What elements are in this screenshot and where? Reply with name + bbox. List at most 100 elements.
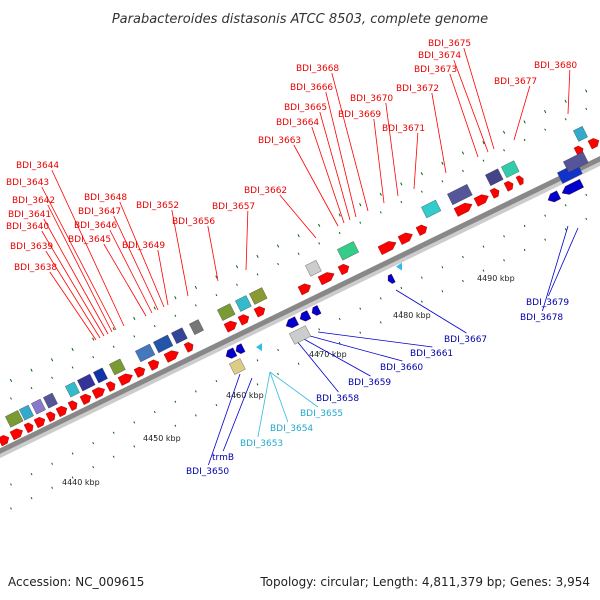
gene-label-bdi_3661: BDI_3661 <box>410 349 453 359</box>
gene-label-bdi_3646: BDI_3646 <box>74 221 117 231</box>
leader-line <box>293 144 339 227</box>
dotted-guide-3 <box>0 210 600 516</box>
gene-arrow-19 <box>317 272 335 286</box>
gene-arrow-r2 <box>285 316 299 329</box>
leader-line <box>385 102 399 197</box>
gene-block-12 <box>217 303 236 321</box>
leader-line <box>295 339 339 393</box>
tick-label: 4490 kbp <box>477 274 515 283</box>
dotted-guide-lines <box>0 82 600 516</box>
gene-block-10 <box>171 327 188 344</box>
gene-block-13 <box>235 295 252 312</box>
gene-label-bdi_3640: BDI_3640 <box>6 222 49 232</box>
gene-label-bdi_3665: BDI_3665 <box>284 103 327 113</box>
leader-line <box>41 230 105 337</box>
gene-label-bdi_3650: BDI_3650 <box>186 467 229 477</box>
gene-arrow-0 <box>0 435 10 447</box>
gene-arrow-r7 <box>387 273 396 284</box>
tick-label: 4470 kbp <box>309 350 347 359</box>
leader-line <box>171 209 189 297</box>
leader-line <box>51 169 125 327</box>
gene-arrow-7 <box>79 393 92 405</box>
gene-arrow-25 <box>473 194 489 207</box>
gene-block-7 <box>109 358 126 376</box>
gene-block-0 <box>5 410 24 428</box>
leader-line <box>373 118 385 204</box>
gene-label-trmb: trmB <box>212 453 234 463</box>
gene-arrow-22 <box>397 232 413 245</box>
leader-line <box>413 132 419 190</box>
gene-block-21 <box>573 126 588 142</box>
gene-block-9 <box>153 334 174 354</box>
gene-block-6 <box>93 367 108 384</box>
leader-line <box>542 225 569 312</box>
gene-arrow-r3 <box>299 310 312 322</box>
leader-line <box>43 218 109 335</box>
gene-label-bdi_3669: BDI_3669 <box>338 110 381 120</box>
gene-label-bdi_3643: BDI_3643 <box>6 178 49 188</box>
tick-label: 4440 kbp <box>62 478 100 487</box>
gene-label-bdi_3666: BDI_3666 <box>290 83 333 93</box>
gene-features <box>0 126 600 447</box>
gene-label-bdi_3677: BDI_3677 <box>494 77 537 87</box>
gene-label-bdi_3657: BDI_3657 <box>212 202 255 212</box>
gene-arrow-1 <box>9 428 23 441</box>
leader-line <box>157 249 169 306</box>
gene-block-20 <box>501 160 520 178</box>
gene-arrow-20 <box>337 263 350 276</box>
gene-labels: BDI_3638 BDI_3639 BDI_3640 BDI_3641 BDI_3642… <box>6 39 577 477</box>
gene-block-25 <box>563 151 589 173</box>
leader-line <box>311 126 345 224</box>
gene-label-bdi_3645: BDI_3645 <box>68 235 111 245</box>
leader-line <box>45 250 101 339</box>
leader-line <box>41 186 117 331</box>
gene-label-bdi_3653: BDI_3653 <box>240 439 283 449</box>
genome-backbone <box>0 156 600 454</box>
gene-arrow-13 <box>163 350 179 363</box>
gene-label-bdi_3642: BDI_3642 <box>12 196 55 206</box>
rna-marker-1 <box>396 262 402 271</box>
gene-arrow-15 <box>223 320 237 333</box>
gene-label-bdi_3675: BDI_3675 <box>428 39 471 49</box>
label-leader-lines <box>41 47 579 466</box>
leader-line <box>548 227 579 297</box>
leader-line <box>317 331 433 348</box>
gene-label-bdi_3652: BDI_3652 <box>136 201 179 211</box>
leader-line <box>269 371 289 423</box>
gene-label-bdi_3674: BDI_3674 <box>418 51 461 61</box>
gene-block-19 <box>485 168 504 186</box>
gene-block-17 <box>421 199 442 219</box>
accession-text: Accession: NC_009615 <box>8 575 144 589</box>
leader-line <box>119 201 165 308</box>
dotted-guide-0 <box>0 82 600 388</box>
leader-line <box>513 85 531 141</box>
leader-line <box>449 73 479 158</box>
gene-label-bdi_3639: BDI_3639 <box>10 242 53 252</box>
gene-arrow-5 <box>55 405 68 418</box>
leader-line <box>207 225 219 282</box>
leader-line <box>301 337 371 377</box>
gene-label-bdi_3659: BDI_3659 <box>348 378 391 388</box>
gene-arrow-r0 <box>225 347 238 359</box>
gene-label-bdi_3667: BDI_3667 <box>444 335 487 345</box>
gene-label-bdi_3668: BDI_3668 <box>296 64 339 74</box>
leader-line <box>222 377 253 452</box>
gene-arrow-26 <box>489 188 500 199</box>
leader-line <box>331 72 369 212</box>
gene-block-4 <box>65 381 80 398</box>
gene-label-bdi_3655: BDI_3655 <box>300 409 343 419</box>
leader-line <box>279 194 317 239</box>
gene-block-18 <box>447 184 473 206</box>
dotted-guide-1 <box>0 100 600 406</box>
gene-block-8 <box>135 343 156 363</box>
gene-label-bdi_3648: BDI_3648 <box>84 193 127 203</box>
gene-arrow-14 <box>183 342 194 353</box>
gene-arrow-23 <box>415 224 428 236</box>
gene-arrow-27 <box>503 180 514 192</box>
gene-label-bdi_3658: BDI_3658 <box>316 394 359 404</box>
gene-arrow-12 <box>147 359 160 371</box>
gene-label-bdi_3663: BDI_3663 <box>258 136 301 146</box>
leader-line <box>208 373 241 466</box>
leader-line <box>103 243 147 317</box>
